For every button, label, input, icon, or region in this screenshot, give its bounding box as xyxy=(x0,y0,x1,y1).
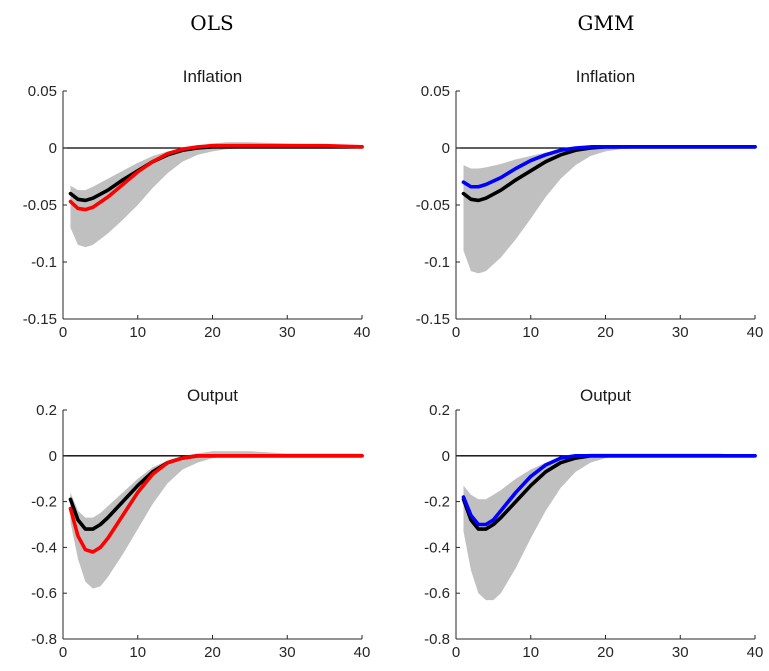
x-tick-label-gmm-output: 20 xyxy=(597,644,614,661)
x-tick-label-ols-output: 0 xyxy=(59,644,67,661)
y-tick-label-gmm-inflation: -0.1 xyxy=(424,254,450,271)
y-tick-label-ols-output: -0.6 xyxy=(31,585,57,602)
blue-line-gmm-inflation xyxy=(461,145,757,189)
red-line-ols-inflation xyxy=(68,143,364,212)
x-tick-label-gmm-output: 0 xyxy=(452,644,460,661)
x-tick-label-gmm-inflation: 0 xyxy=(452,324,460,341)
y-tick-label-gmm-output: -0.8 xyxy=(424,631,450,648)
x-tick-label-ols-inflation: 20 xyxy=(204,324,221,341)
y-tick-label-gmm-output: 0 xyxy=(442,448,450,465)
x-tick-label-ols-output: 30 xyxy=(279,644,296,661)
x-tick-label-ols-inflation: 0 xyxy=(59,324,67,341)
red-line-ols-output xyxy=(68,453,364,554)
panel-title-gmm-inflation: Inflation xyxy=(576,67,636,86)
confidence-band-gmm-output xyxy=(463,453,755,601)
y-tick-label-gmm-inflation: -0.05 xyxy=(416,197,450,214)
x-tick-label-ols-output: 20 xyxy=(204,644,221,661)
y-tick-label-gmm-output: -0.4 xyxy=(424,539,450,556)
x-tick-label-gmm-output: 30 xyxy=(672,644,689,661)
y-tick-label-ols-output: 0.2 xyxy=(36,402,57,419)
confidence-band-ols-output xyxy=(70,451,362,589)
x-tick-label-gmm-inflation: 40 xyxy=(747,324,764,341)
column-title-ols: OLS xyxy=(190,11,233,35)
panel-title-gmm-output: Output xyxy=(580,386,631,405)
x-tick-label-ols-inflation: 10 xyxy=(129,324,146,341)
x-tick-label-gmm-inflation: 20 xyxy=(597,324,614,341)
confidence-band-gmm-inflation xyxy=(463,146,755,274)
y-tick-label-ols-output: -0.4 xyxy=(31,539,57,556)
y-tick-label-ols-inflation: 0 xyxy=(49,140,57,157)
x-tick-label-ols-output: 10 xyxy=(129,644,146,661)
y-tick-label-ols-inflation: -0.1 xyxy=(31,254,57,271)
x-tick-label-gmm-inflation: 10 xyxy=(522,324,539,341)
y-tick-label-ols-output: 0 xyxy=(49,448,57,465)
y-tick-label-gmm-output: 0.2 xyxy=(429,402,450,419)
column-title-gmm: GMM xyxy=(578,11,635,35)
y-tick-label-ols-inflation: -0.05 xyxy=(23,197,57,214)
y-tick-label-gmm-output: -0.2 xyxy=(424,494,450,511)
panel-title-ols-inflation: Inflation xyxy=(183,67,243,86)
confidence-band-ols-inflation xyxy=(70,142,362,248)
y-tick-label-gmm-output: -0.6 xyxy=(424,585,450,602)
panel-title-ols-output: Output xyxy=(187,386,238,405)
y-tick-label-ols-inflation: 0.05 xyxy=(28,83,57,100)
y-tick-label-gmm-inflation: -0.15 xyxy=(416,311,450,328)
x-tick-label-gmm-output: 10 xyxy=(522,644,539,661)
y-tick-label-gmm-inflation: 0 xyxy=(442,140,450,157)
y-tick-label-ols-inflation: -0.15 xyxy=(23,311,57,328)
x-tick-label-gmm-output: 40 xyxy=(747,644,764,661)
x-tick-label-ols-inflation: 40 xyxy=(354,324,371,341)
x-tick-label-ols-inflation: 30 xyxy=(279,324,296,341)
y-tick-label-gmm-inflation: 0.05 xyxy=(421,83,450,100)
x-tick-label-gmm-inflation: 30 xyxy=(672,324,689,341)
y-tick-label-ols-output: -0.8 xyxy=(31,631,57,648)
blue-line-gmm-output xyxy=(461,453,757,527)
x-tick-label-ols-output: 40 xyxy=(354,644,371,661)
y-tick-label-ols-output: -0.2 xyxy=(31,494,57,511)
